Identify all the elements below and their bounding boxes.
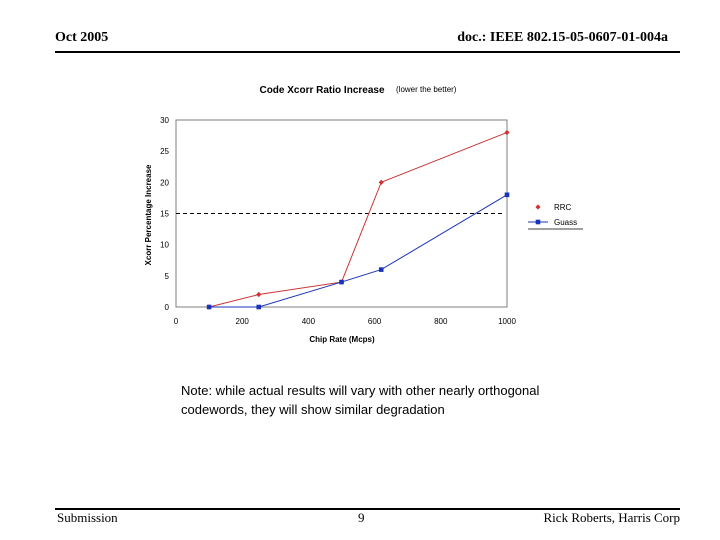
x-axis-label: Chip Rate (Mcps) bbox=[309, 335, 375, 344]
y-tick-label-5: 25 bbox=[160, 147, 169, 156]
legend-label-rrc: RRC bbox=[554, 203, 572, 212]
x-tick-label-5: 1000 bbox=[498, 317, 516, 326]
point-guass-3 bbox=[378, 267, 384, 272]
chart-subtitle: (lower the better) bbox=[396, 85, 457, 94]
point-guass-2 bbox=[339, 279, 344, 285]
footer-author: Rick Roberts, Harris Corp bbox=[543, 510, 680, 525]
header-date: Oct 2005 bbox=[55, 30, 109, 45]
series-line-guass bbox=[209, 194, 508, 308]
y-tick-label-0: 0 bbox=[165, 303, 170, 312]
point-guass-4 bbox=[504, 192, 510, 198]
legend-label-guass: Guass bbox=[554, 218, 577, 227]
footer-submission: Submission bbox=[57, 510, 118, 525]
note-line-1: Note: while actual results will vary wit… bbox=[181, 383, 540, 398]
x-tick-label-2: 400 bbox=[302, 317, 316, 326]
y-tick-label-2: 10 bbox=[160, 241, 169, 250]
header-divider bbox=[55, 51, 680, 53]
legend-marker-rrc bbox=[535, 204, 541, 210]
chart-title: Code Xcorr Ratio Increase bbox=[259, 85, 384, 96]
y-tick-label-4: 20 bbox=[160, 178, 169, 187]
y-tick-label-3: 15 bbox=[160, 210, 169, 219]
footer-divider bbox=[55, 508, 680, 510]
footer-page-number: 9 bbox=[358, 510, 365, 525]
point-rrc-4 bbox=[504, 129, 510, 136]
y-axis-label: Xcorr Percentage Increase bbox=[144, 164, 153, 265]
y-tick-label-6: 30 bbox=[160, 116, 169, 125]
chart: Code Xcorr Ratio Increase (lower the bet… bbox=[144, 85, 583, 344]
series-line-rrc bbox=[208, 132, 508, 308]
y-tick-label-1: 5 bbox=[165, 272, 170, 281]
x-tick-label-3: 600 bbox=[368, 317, 382, 326]
point-guass-1 bbox=[256, 304, 262, 310]
legend: RRC Guass bbox=[528, 203, 583, 230]
x-tick-label-4: 800 bbox=[434, 317, 448, 326]
header-doc-id: doc.: IEEE 802.15-05-0607-01-004a bbox=[457, 30, 668, 45]
point-guass-0 bbox=[206, 304, 212, 310]
legend-marker-guass bbox=[535, 219, 541, 225]
point-rrc-3 bbox=[378, 179, 384, 185]
note-text: Note: while actual results will vary wit… bbox=[181, 381, 601, 419]
point-rrc-1 bbox=[256, 291, 262, 298]
x-tick-label-1: 200 bbox=[236, 317, 250, 326]
note-line-2: codewords, they will show similar degrad… bbox=[181, 402, 445, 417]
x-tick-label-0: 0 bbox=[174, 317, 179, 326]
